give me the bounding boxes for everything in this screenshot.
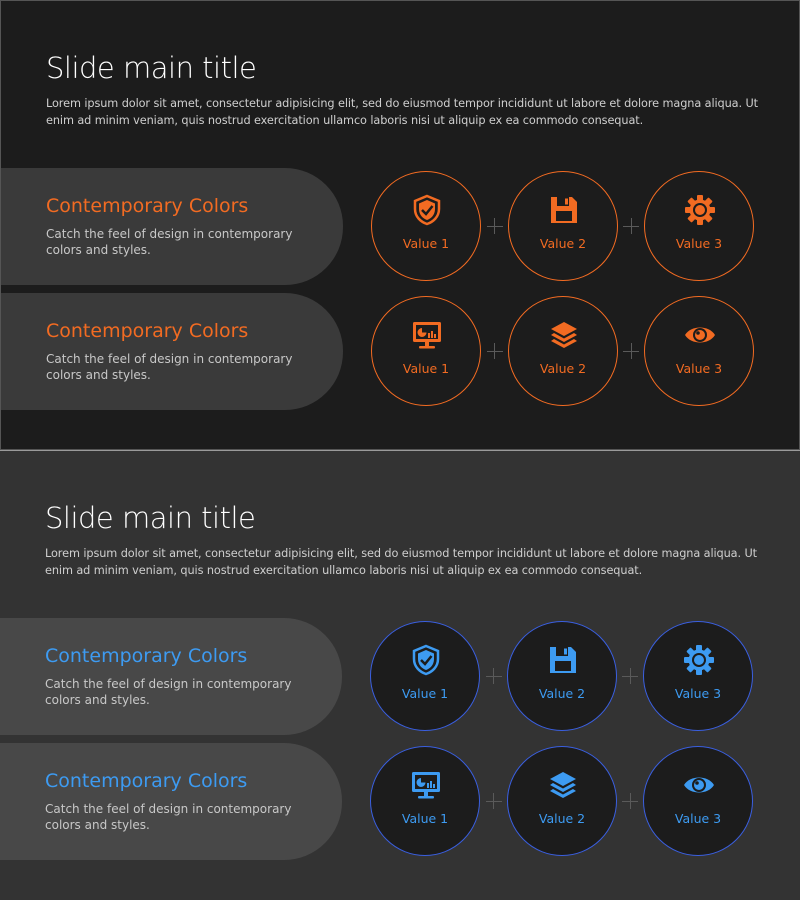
- gear-icon: [684, 645, 714, 675]
- value-circle: Value 3: [644, 296, 754, 406]
- value-circle: Value 3: [643, 746, 753, 856]
- shield-check-icon: [412, 644, 440, 676]
- feature-heading: Contemporary Colors: [46, 195, 249, 217]
- slide-orange: Slide main title Lorem ipsum dolor sit a…: [0, 0, 800, 450]
- slide-description: Lorem ipsum dolor sit amet, consectetur …: [46, 97, 758, 127]
- value-label: Value 1: [402, 361, 450, 376]
- value-label: Value 1: [401, 811, 449, 826]
- feature-text: Catch the feel of design in contemporary…: [46, 352, 293, 382]
- feature-panel: Contemporary Colors Catch the feel of de…: [0, 618, 342, 735]
- value-label: Value 2: [539, 361, 587, 376]
- eye-icon: [685, 327, 715, 343]
- plus-icon: [485, 793, 502, 809]
- value-label: Value 3: [675, 236, 723, 251]
- value-label: Value 3: [674, 686, 722, 701]
- floppy-disk-icon: [550, 647, 576, 673]
- value-circle: Value 1: [370, 621, 480, 731]
- feature-panel: Contemporary Colors Catch the feel of de…: [1, 293, 343, 410]
- value-label: Value 3: [675, 361, 723, 376]
- feature-text: Catch the feel of design in contemporary…: [46, 227, 293, 257]
- value-label: Value 3: [674, 811, 722, 826]
- eye-icon: [684, 777, 714, 793]
- value-label: Value 2: [538, 811, 586, 826]
- value-circle: Value 1: [370, 746, 480, 856]
- layers-icon: [551, 322, 577, 348]
- value-circle: Value 2: [508, 171, 618, 281]
- plus-icon: [622, 793, 638, 809]
- value-label: Value 1: [402, 236, 450, 251]
- slide-title: Slide main title: [46, 51, 257, 85]
- plus-icon: [486, 218, 503, 234]
- shield-check-icon: [413, 194, 441, 226]
- feature-heading: Contemporary Colors: [46, 320, 249, 342]
- value-circle: Value 3: [644, 171, 754, 281]
- monitor-chart-icon: [413, 322, 441, 349]
- value-circle: Value 2: [507, 621, 617, 731]
- plus-icon: [623, 343, 639, 359]
- feature-text: Catch the feel of design in contemporary…: [45, 802, 292, 832]
- feature-heading: Contemporary Colors: [45, 770, 248, 792]
- gear-icon: [685, 195, 715, 225]
- feature-text: Catch the feel of design in contemporary…: [45, 677, 292, 707]
- value-label: Value 1: [401, 686, 449, 701]
- slide-title: Slide main title: [45, 501, 256, 535]
- value-circle: Value 3: [643, 621, 753, 731]
- value-label: Value 2: [539, 236, 587, 251]
- plus-icon: [486, 343, 503, 359]
- floppy-disk-icon: [551, 197, 577, 223]
- value-circle: Value 2: [508, 296, 618, 406]
- value-label: Value 2: [538, 686, 586, 701]
- feature-panel: Contemporary Colors Catch the feel of de…: [1, 168, 343, 285]
- plus-icon: [622, 668, 638, 684]
- slide-description: Lorem ipsum dolor sit amet, consectetur …: [45, 547, 757, 577]
- feature-panel: Contemporary Colors Catch the feel of de…: [0, 743, 342, 860]
- plus-icon: [485, 668, 502, 684]
- value-circle: Value 2: [507, 746, 617, 856]
- layers-icon: [550, 772, 576, 798]
- feature-heading: Contemporary Colors: [45, 645, 248, 667]
- monitor-chart-icon: [412, 772, 440, 799]
- plus-icon: [623, 218, 639, 234]
- value-circle: Value 1: [371, 171, 481, 281]
- slide-blue: Slide main title Lorem ipsum dolor sit a…: [0, 450, 800, 900]
- value-circle: Value 1: [371, 296, 481, 406]
